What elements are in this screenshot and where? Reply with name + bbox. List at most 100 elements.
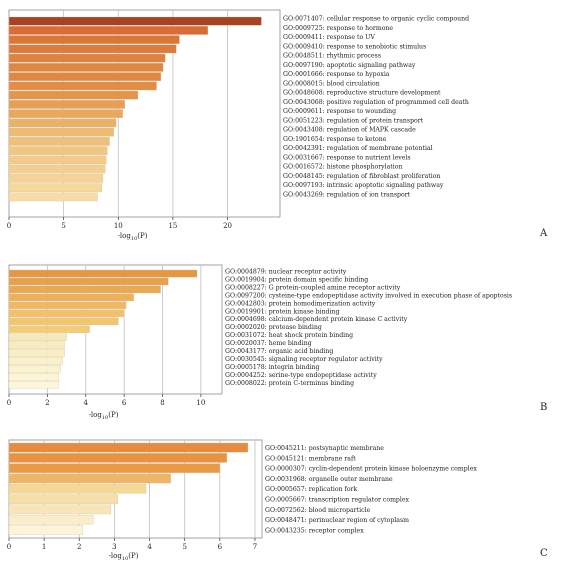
panel-b-category-label: GO:0019904: protein domain specific bind… [225,276,368,283]
panel-b-category-label: GO:0004252: serine-type endopeptidase ac… [225,372,377,379]
panel-b-bar [8,269,198,278]
panel-b-category-label: GO:0004879: nuclear receptor activity [225,269,347,276]
panel-a-category-label: GO:0097190: apoptotic signaling pathway [283,62,416,69]
panel-a-category-label: GO:0001666: response to hypoxia [283,71,390,78]
panel-b-bar [8,293,134,302]
panel-b-category-label: GO:0008022: protein C-terminus binding [225,380,354,387]
panel-b-bar [8,317,119,325]
panel-a-bar [8,164,106,174]
panel-a-bar [8,192,98,202]
panel-b-bar [8,341,65,349]
panel-b-category-label: GO:0008227: G protein-coupled amine rece… [225,284,401,291]
panel-a-bar [8,174,104,183]
panel-c-bar [8,473,171,484]
panel-a-x-axis-label: -log10(P) [118,232,148,242]
panel-b-bar [8,365,61,373]
panel-a-bar [8,127,115,137]
panel-a-tick-label: 5 [61,222,65,230]
panel-c-category-label: GO:0043235: receptor complex [265,527,364,534]
panel-a-category-label: GO:0043068: positive regulation of progr… [283,99,469,106]
panel-b-category-label: GO:0031072: heat shock protein binding [225,332,353,339]
panel-b-category-label: GO:0019901: protein kinase binding [225,308,339,315]
panel-a-category-label: GO:0009611: response to wounding [283,108,396,115]
panel-c-bar [8,494,119,504]
panel-c-bar [8,453,228,463]
panel-b-bar [8,285,161,294]
panel-c-bar [8,463,220,473]
panel-c-tick-label: 3 [112,543,116,551]
panel-b-bar [8,301,127,310]
panel-a-panel-label: A [539,228,548,239]
panel-a-bar [8,100,125,109]
panel-c-tick-label: 5 [182,543,186,551]
panel-a-category-label: GO:0042391: regulation of membrane poten… [283,145,433,152]
panel-c-tick-label: 7 [253,543,257,551]
panel-c-category-label: GO:0031968: organelle outer membrane [265,476,393,483]
panel-c-panel-label: C [540,548,548,559]
panel-b-bar [8,357,63,365]
panel-b-bar [8,373,60,381]
panel-c-bar [8,514,94,525]
panel-c-x-axis-label: -log10(P) [109,552,139,562]
panel-a-bar [8,146,108,155]
panel-a-bar [8,16,262,26]
panel-a-category-label: GO:0031667: response to nutrient levels [283,154,411,161]
panel-b-panel-label: B [540,402,547,413]
panel-b-tick-label: 10 [196,399,205,407]
panel-a-category-label: GO:0009411: response to UV [283,34,375,41]
panel-c-category-label: GO:0005657: replication fork [265,486,358,493]
panel-a-bar [8,35,180,44]
panel-b-bar [8,381,60,389]
panel-b-category-label: GO:0043177: organic acid binding [225,348,333,355]
panel-a-category-label: GO:0008015: blood circulation [283,80,380,87]
panel-c-tick-label: 1 [42,543,46,551]
panel-a-bar [8,90,139,100]
panel-b-tick-label: 6 [122,399,127,407]
panel-c-tick-label: 4 [147,543,152,551]
panel-c-category-label: GO:0005667: transcription regulator comp… [265,497,410,504]
panel-b-bar [8,309,125,317]
panel-c-category-label: GO:0045211: postsynaptic membrane [265,445,384,452]
panel-c-category-label: GO:0000307: cyclin-dependent protein kin… [265,466,477,473]
panel-a-tick-label: 15 [168,222,177,230]
panel-b-bar [8,349,65,357]
panel-b-tick-label: 4 [84,399,89,407]
panel-a-bar [8,63,164,72]
panel-a-category-label: GO:0043269: regulation of ion transport [283,191,411,198]
panel-c-tick-label: 0 [7,543,11,551]
panel-a-category-label: GO:0009725: response to hormone [283,25,393,32]
panel-a-category-label: GO:0048511: rhythmic process [283,53,381,60]
panel-b-category-label: GO:0097200: cysteine-type endopeptidase … [225,292,512,299]
panel-b-x-axis-label: -log10(P) [89,411,119,421]
panel-c-tick-label: 6 [218,543,223,551]
panel-b-chart: 0 2 4 6 8 10 GO:0004879: nuclear receptor acti… [7,264,547,421]
panel-c-bar [8,484,147,494]
panel-a-tick-label: 20 [223,222,232,230]
panel-a-bar [8,44,177,54]
panel-a-category-label: GO:0097193: intrinsic apoptotic signalin… [283,182,444,189]
panel-a-bar [8,155,107,165]
panel-a-category-label: GO:0071407: cellular response to organic… [283,16,469,23]
panel-a-bar [8,53,166,63]
panel-c-bar [8,442,249,453]
panel-c-chart: 0 1 2 3 4 5 6 7 GO:0045211: postsynaptic membran… [7,439,548,562]
panel-b-bar [8,325,90,333]
panel-c-tick-label: 2 [77,543,81,551]
panel-b-bar [8,277,169,286]
panel-b-tick-label: 8 [160,399,164,407]
panel-a-bar [8,183,103,192]
panel-a-bar [8,81,157,91]
panel-a-bar [8,118,117,128]
panel-c-category-label: GO:0048471: perinuclear region of cytopl… [265,517,409,524]
panel-b-category-label: GO:0042803: protein homodimerization act… [225,300,376,307]
panel-a-category-label: GO:0048145: regulation of fibroblast pro… [283,173,440,180]
panel-b-tick-label: 2 [45,399,49,407]
panel-a-tick-label: 0 [7,222,11,230]
panel-a-category-label: GO:0043408: regulation of MAPK cascade [283,127,416,134]
panel-a-category-label: GO:0051223: regulation of protein transp… [283,117,424,124]
panel-a-bar [8,137,110,146]
panel-a-bar [8,72,162,81]
panel-c-category-label: GO:0045121: membrane raft [265,455,356,462]
panel-a-category-label: GO:0009410: response to xenobiotic stimu… [283,43,426,50]
